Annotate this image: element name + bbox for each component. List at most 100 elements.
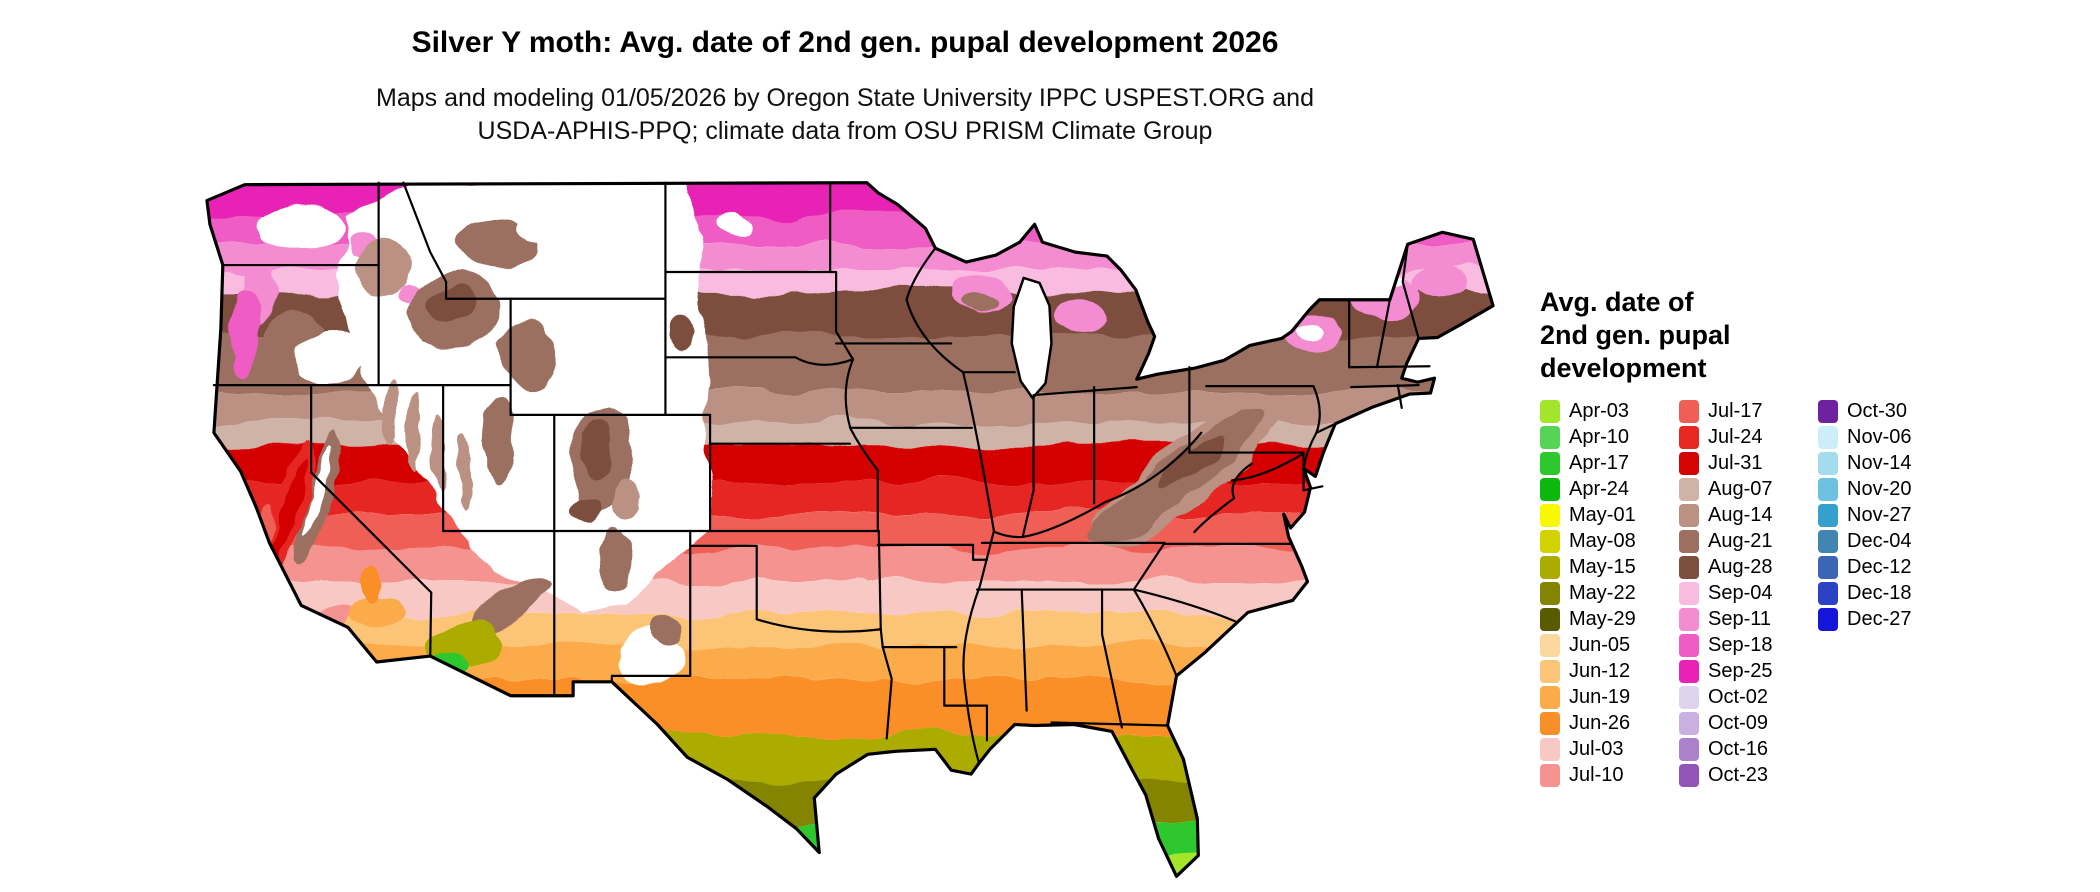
legend-item: Sep-04 (1679, 581, 1818, 607)
map-legend: Avg. date of 2nd gen. pupal development … (1540, 286, 2060, 789)
legend-label: Apr-17 (1569, 452, 1630, 475)
legend-title-line-1: Avg. date of (1540, 287, 1694, 317)
legend-item: May-15 (1540, 555, 1679, 581)
legend-title-line-2: 2nd gen. pupal (1540, 319, 1731, 350)
legend-item: Nov-14 (1818, 451, 1957, 477)
legend-swatch (1540, 686, 1560, 710)
legend-swatch (1540, 426, 1560, 450)
legend-label: Jul-03 (1569, 738, 1624, 761)
legend-item: Dec-04 (1818, 529, 1957, 555)
legend-title: Avg. date of 2nd gen. pupal development (1540, 286, 2060, 385)
legend-swatch (1540, 556, 1560, 580)
legend-item: Jun-26 (1540, 711, 1679, 737)
legend-swatch (1679, 452, 1699, 476)
state-borders (212, 181, 1431, 765)
legend-swatch (1679, 400, 1699, 424)
legend-label: Aug-14 (1708, 504, 1773, 527)
legend-label: Aug-28 (1708, 556, 1773, 579)
legend-swatch (1818, 452, 1838, 476)
legend-label: Jun-26 (1569, 712, 1631, 735)
legend-label: Apr-03 (1569, 400, 1630, 423)
legend-swatch (1679, 608, 1699, 632)
subtitle-line-2: USDA-APHIS-PPQ; climate data from OSU PR… (477, 117, 1213, 145)
legend-label: Dec-04 (1847, 530, 1912, 553)
legend-label: Oct-30 (1847, 400, 1908, 423)
legend-item: Jun-12 (1540, 659, 1679, 685)
legend-swatch (1818, 582, 1838, 606)
legend-item: Jun-05 (1540, 633, 1679, 659)
lake-michigan (1010, 276, 1053, 400)
legend-swatch (1540, 738, 1560, 762)
legend-label: Jul-31 (1708, 452, 1763, 475)
legend-item: Jul-31 (1679, 451, 1818, 477)
legend-swatch (1818, 504, 1838, 528)
legend-swatch (1818, 478, 1838, 502)
legend-label: Jun-12 (1569, 660, 1631, 683)
legend-swatch (1679, 712, 1699, 736)
legend-label: Sep-18 (1708, 634, 1773, 657)
legend-swatch (1818, 556, 1838, 580)
legend-column-1: Apr-03 Apr-10 Apr-17 Apr-24 May-01 May-08 May-… (1540, 399, 1679, 789)
legend-label: Apr-10 (1569, 426, 1630, 449)
legend-label: Apr-24 (1569, 478, 1630, 501)
legend-label: Dec-12 (1847, 556, 1912, 579)
legend-label: Nov-27 (1847, 504, 1912, 527)
legend-item: Apr-24 (1540, 477, 1679, 503)
legend-swatch (1679, 634, 1699, 658)
legend-item: Nov-20 (1818, 477, 1957, 503)
legend-label: Nov-20 (1847, 478, 1912, 501)
legend-item: Jul-10 (1540, 763, 1679, 789)
legend-item: Dec-27 (1818, 607, 1957, 633)
legend-swatch (1679, 660, 1699, 684)
legend-swatch (1679, 530, 1699, 554)
legend-item: Aug-14 (1679, 503, 1818, 529)
legend-item: Nov-06 (1818, 425, 1957, 451)
legend-swatch (1679, 764, 1699, 788)
legend-title-line-3: development (1540, 352, 1707, 383)
legend-item: Oct-09 (1679, 711, 1818, 737)
legend-item: Aug-28 (1679, 555, 1818, 581)
legend-item: Apr-10 (1540, 425, 1679, 451)
legend-label: Jun-19 (1569, 686, 1631, 709)
legend-item: Jul-17 (1679, 399, 1818, 425)
legend-item: Dec-18 (1818, 581, 1957, 607)
legend-label: Oct-16 (1708, 738, 1769, 761)
page-title: Silver Y moth: Avg. date of 2nd gen. pup… (411, 26, 1279, 59)
legend-swatch (1679, 738, 1699, 762)
legend-label: May-08 (1569, 530, 1636, 553)
legend-item: May-08 (1540, 529, 1679, 555)
legend-label: Nov-14 (1847, 452, 1912, 475)
legend-item: Jul-03 (1540, 737, 1679, 763)
legend-columns: Apr-03 Apr-10 Apr-17 Apr-24 May-01 May-08 May-… (1540, 399, 2060, 789)
legend-swatch (1540, 608, 1560, 632)
legend-item: Sep-25 (1679, 659, 1818, 685)
us-map (200, 170, 1500, 890)
legend-column-2: Jul-17 Jul-24 Jul-31 Aug-07 Aug-14 Aug-21 Aug-… (1679, 399, 1818, 789)
legend-item: Apr-03 (1540, 399, 1679, 425)
legend-swatch (1679, 504, 1699, 528)
legend-swatch (1679, 426, 1699, 450)
legend-item: Apr-17 (1540, 451, 1679, 477)
legend-label: Sep-11 (1708, 608, 1772, 631)
legend-swatch (1679, 556, 1699, 580)
legend-item: Sep-18 (1679, 633, 1818, 659)
legend-label: May-01 (1569, 504, 1636, 527)
legend-item: Dec-12 (1818, 555, 1957, 581)
legend-swatch (1540, 660, 1560, 684)
legend-item: Jun-19 (1540, 685, 1679, 711)
legend-swatch (1540, 582, 1560, 606)
legend-label: Nov-06 (1847, 426, 1912, 449)
legend-item: Aug-07 (1679, 477, 1818, 503)
us-outline (205, 181, 1495, 878)
legend-swatch (1818, 426, 1838, 450)
legend-swatch (1540, 452, 1560, 476)
subtitle-line-1: Maps and modeling 01/05/2026 by Oregon S… (376, 84, 1314, 112)
legend-label: Jul-10 (1569, 764, 1624, 787)
legend-label: May-22 (1569, 582, 1636, 605)
legend-item: Sep-11 (1679, 607, 1818, 633)
legend-label: Aug-21 (1708, 530, 1773, 553)
legend-swatch (1540, 504, 1560, 528)
legend-item: May-01 (1540, 503, 1679, 529)
legend-swatch (1540, 634, 1560, 658)
legend-label: Dec-27 (1847, 608, 1912, 631)
